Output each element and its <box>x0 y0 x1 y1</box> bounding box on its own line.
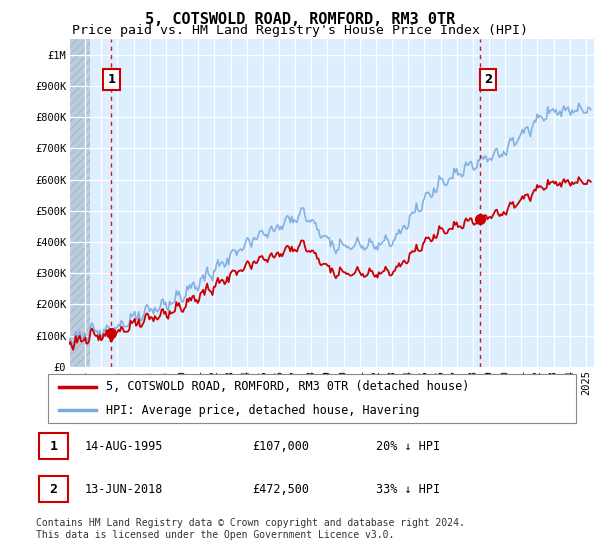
FancyBboxPatch shape <box>48 374 576 423</box>
Text: 20% ↓ HPI: 20% ↓ HPI <box>376 440 440 453</box>
Text: 14-AUG-1995: 14-AUG-1995 <box>85 440 163 453</box>
Text: Contains HM Land Registry data © Crown copyright and database right 2024.
This d: Contains HM Land Registry data © Crown c… <box>36 518 465 540</box>
Text: 2: 2 <box>484 73 492 86</box>
Text: £472,500: £472,500 <box>252 483 309 496</box>
FancyBboxPatch shape <box>39 433 68 459</box>
Text: 33% ↓ HPI: 33% ↓ HPI <box>376 483 440 496</box>
Text: £107,000: £107,000 <box>252 440 309 453</box>
FancyBboxPatch shape <box>39 477 68 502</box>
Text: 5, COTSWOLD ROAD, ROMFORD, RM3 0TR: 5, COTSWOLD ROAD, ROMFORD, RM3 0TR <box>145 12 455 27</box>
Text: HPI: Average price, detached house, Havering: HPI: Average price, detached house, Have… <box>106 404 419 417</box>
Text: 1: 1 <box>50 440 58 453</box>
Text: Price paid vs. HM Land Registry's House Price Index (HPI): Price paid vs. HM Land Registry's House … <box>72 24 528 37</box>
Text: 5, COTSWOLD ROAD, ROMFORD, RM3 0TR (detached house): 5, COTSWOLD ROAD, ROMFORD, RM3 0TR (deta… <box>106 380 469 393</box>
Text: 1: 1 <box>107 73 115 86</box>
Text: 13-JUN-2018: 13-JUN-2018 <box>85 483 163 496</box>
Text: 2: 2 <box>50 483 58 496</box>
